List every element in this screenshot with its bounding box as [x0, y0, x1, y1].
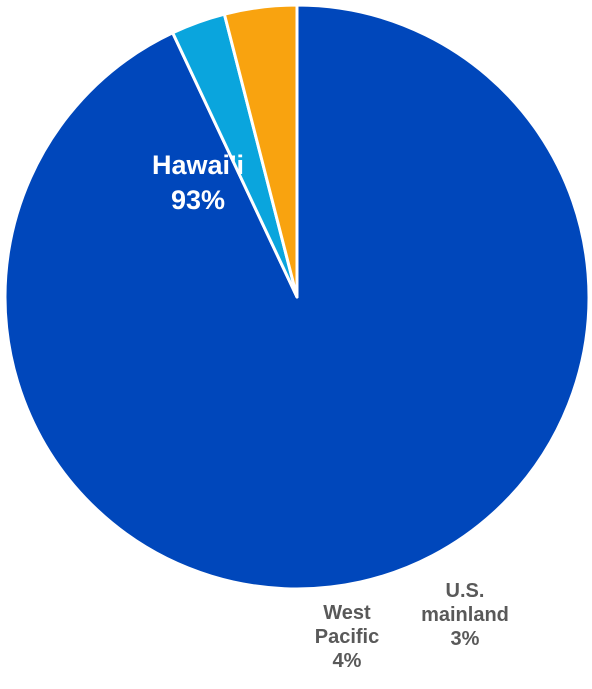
slice-label-west-pacific: West Pacific 4%	[287, 601, 407, 673]
slice-label-us-mainland-line2: mainland	[421, 604, 509, 626]
slice-label-west-pacific-percent: 4%	[332, 650, 362, 672]
pie-slice-hawaii	[3, 3, 591, 591]
pie-slice-west-pacific	[222, 3, 299, 299]
slice-label-hawaii-name: Hawai'i	[152, 150, 244, 180]
pie-slices	[3, 3, 591, 591]
slice-label-us-mainland: U.S. mainland 3%	[400, 579, 530, 651]
slice-label-hawaii: Hawai'i 93%	[128, 148, 268, 218]
slice-label-us-mainland-percent: 3%	[450, 628, 480, 650]
slice-label-hawaii-percent: 93%	[170, 185, 226, 216]
slice-label-west-pacific-line1: West	[323, 602, 371, 624]
slice-label-us-mainland-line1: U.S.	[445, 580, 485, 602]
slice-label-west-pacific-line2: Pacific	[314, 626, 380, 648]
